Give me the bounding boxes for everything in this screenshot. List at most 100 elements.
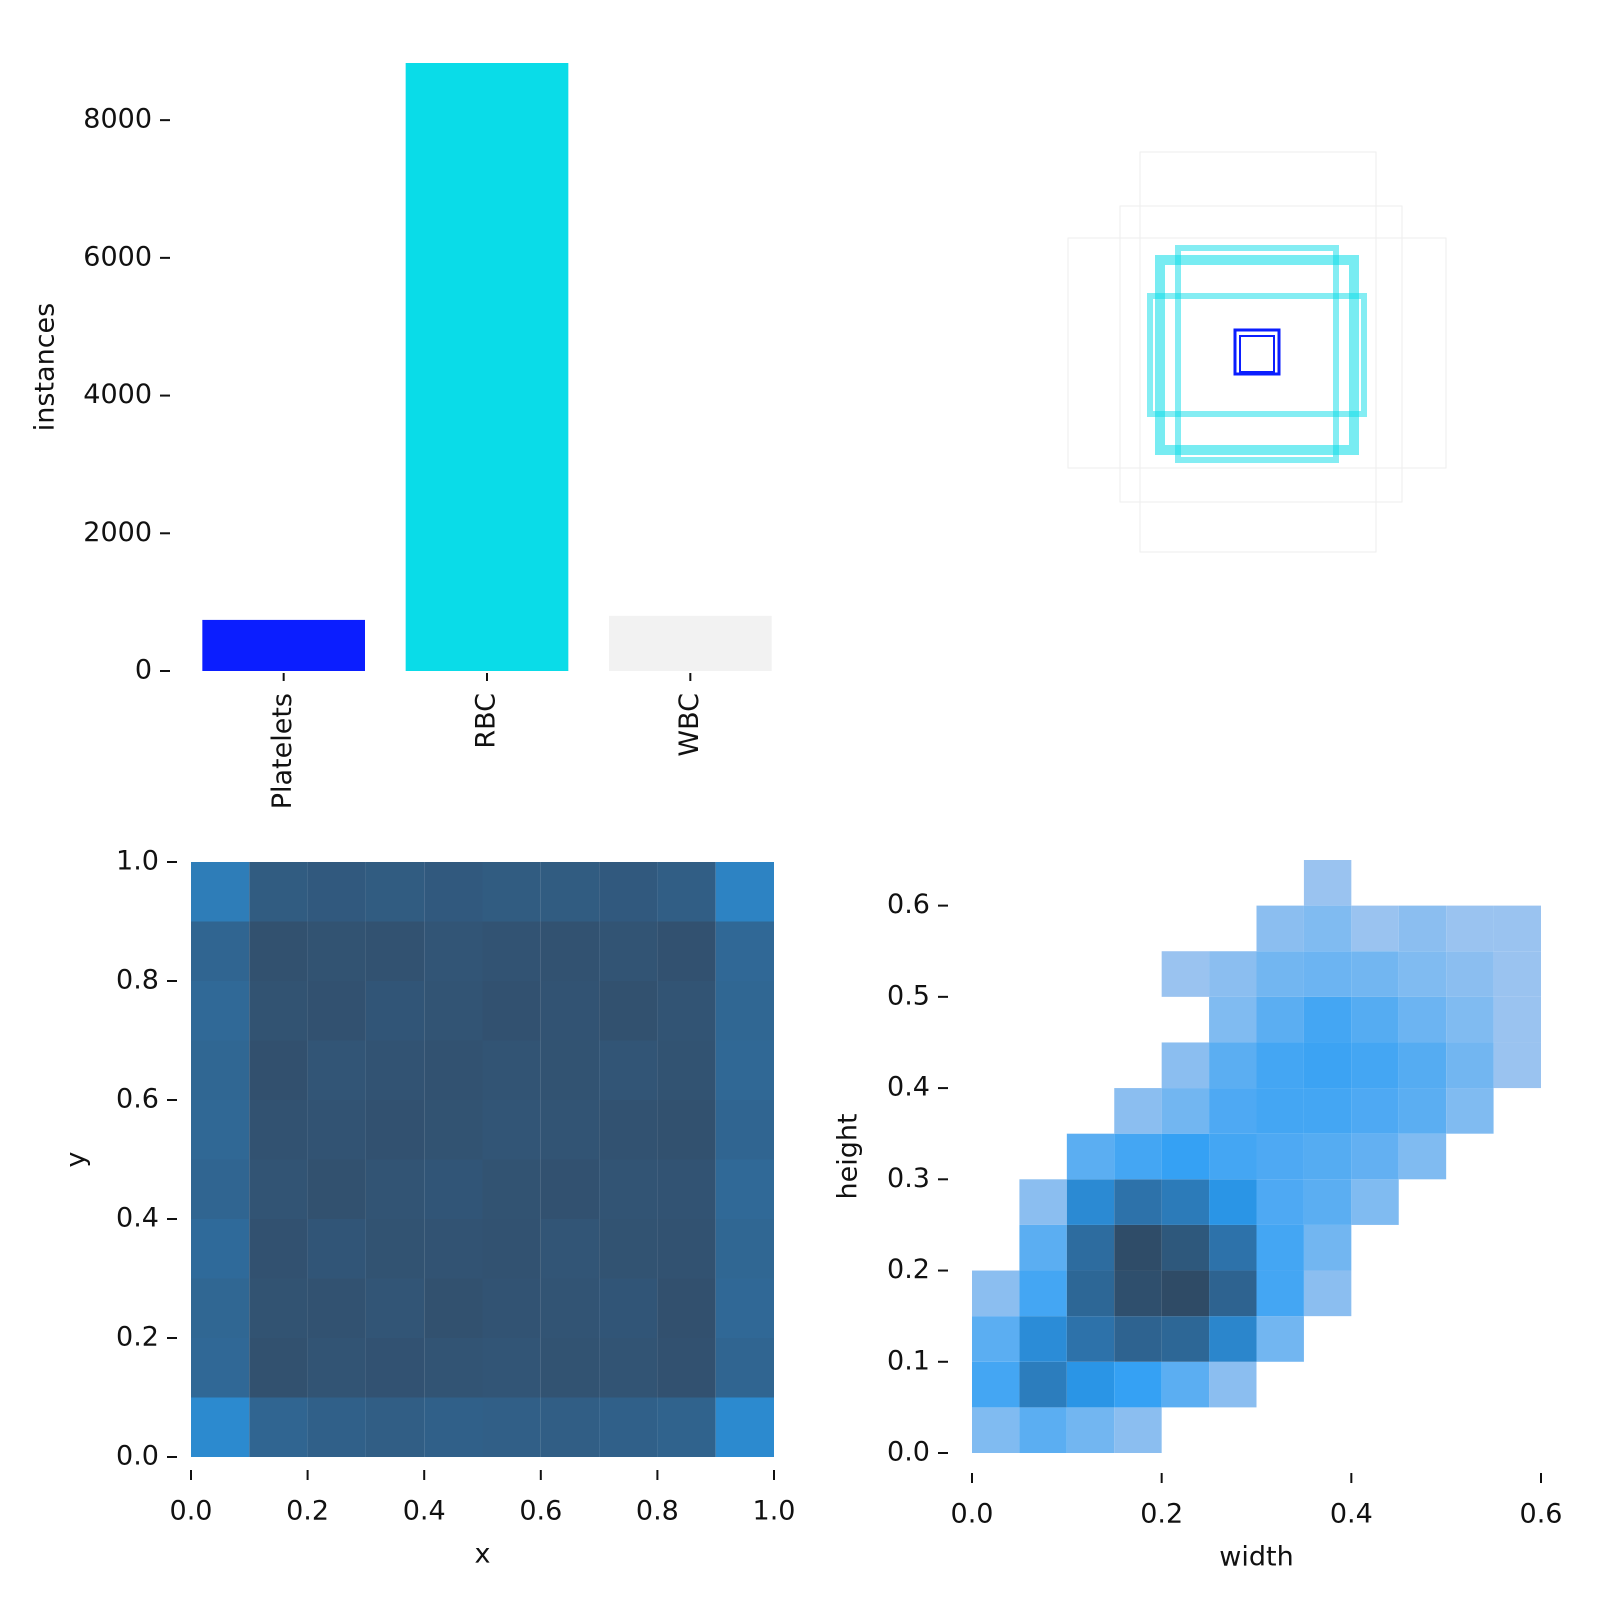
y-axis-label: instances <box>30 303 61 431</box>
heatmap-cell <box>1256 951 1304 997</box>
heatmap-cell <box>1398 996 1447 1043</box>
x-tick-label: 0.0 <box>951 1499 994 1530</box>
y-tick-label: 8000 <box>83 104 152 135</box>
heatmap-cell <box>1019 860 1066 906</box>
heatmap-cell <box>1019 1224 1067 1271</box>
heatmap-cell <box>365 1278 425 1338</box>
heatmap-cell <box>1067 1042 1114 1088</box>
heatmap-cell <box>191 862 250 922</box>
heatmap-cell <box>972 1088 1019 1134</box>
heatmap-cell <box>1399 1179 1446 1225</box>
y-tick-label: 0.2 <box>887 1254 930 1285</box>
heatmap-cell <box>1209 1042 1257 1089</box>
heatmap-cell <box>1398 951 1447 997</box>
heatmap-cell <box>1162 860 1209 906</box>
heatmap-cell <box>1257 860 1304 906</box>
heatmap-cell <box>1446 1088 1494 1134</box>
heatmap-cell <box>424 981 483 1041</box>
heatmap-cell <box>1114 1133 1162 1180</box>
heatmap-cell <box>715 1040 774 1100</box>
y-tick-label: 0.5 <box>887 980 930 1011</box>
heatmap-cell <box>1067 906 1114 952</box>
heatmap-cell <box>1256 996 1304 1043</box>
heatmap-cell <box>365 981 425 1041</box>
heatmap-cell <box>1256 1042 1304 1089</box>
heatmap-cell <box>1446 996 1494 1043</box>
heatmap-cell <box>424 1397 483 1457</box>
x-tick-label: Platelets <box>267 693 298 809</box>
heatmap-cell <box>191 1219 250 1279</box>
heatmap-cell <box>1209 1224 1257 1271</box>
heatmap-cell <box>1019 1270 1067 1317</box>
heatmap-cell <box>972 1316 1020 1362</box>
heatmap-cell <box>1114 997 1161 1043</box>
heatmap-cell <box>1446 1362 1493 1408</box>
y-axis-label: height <box>833 1113 864 1199</box>
heatmap-cell <box>191 1278 250 1338</box>
heatmap-cell <box>715 862 774 922</box>
heatmap-cell <box>1304 1362 1351 1408</box>
heatmap-cell <box>657 1159 716 1219</box>
heatmap-cell <box>1209 1316 1257 1362</box>
y-tick-label: 0.8 <box>116 965 159 996</box>
heatmap-cell <box>1303 1088 1352 1134</box>
heatmap-cell <box>1114 1088 1162 1134</box>
heatmap-cell <box>424 1100 483 1160</box>
heatmap-cell <box>715 921 774 981</box>
y-tick-label: 0.4 <box>887 1072 930 1103</box>
heatmap-cell <box>972 860 1019 906</box>
heatmap-cell <box>191 1338 250 1398</box>
heatmap-cell <box>1303 1042 1352 1089</box>
heatmap-cell <box>1493 996 1541 1043</box>
heatmap-cell <box>1446 905 1494 952</box>
heatmap-cell <box>1019 1179 1067 1225</box>
x-tick-label: WBC <box>674 693 705 757</box>
heatmap-cell <box>1256 1179 1304 1225</box>
heatmap-cell <box>1066 1179 1115 1225</box>
box-outline <box>1147 293 1367 417</box>
heatmap-cell <box>1446 1179 1493 1225</box>
heatmap-cell <box>540 1040 600 1100</box>
bar <box>405 63 569 671</box>
heatmap-cell <box>540 1278 600 1338</box>
heatmap-cell <box>972 951 1019 997</box>
heatmap-cell <box>1303 951 1352 997</box>
heatmap-cell <box>1209 1270 1257 1317</box>
heatmap-cell <box>482 1278 541 1338</box>
bar <box>609 615 772 671</box>
heatmap-cell <box>540 862 600 922</box>
heatmap-cell <box>540 1159 600 1219</box>
heatmap-cell <box>1161 1133 1210 1180</box>
heatmap-cell <box>424 1040 483 1100</box>
heatmap-cell <box>540 1338 600 1398</box>
heatmap-cell <box>365 1338 425 1398</box>
heatmap-cell <box>249 1278 308 1338</box>
bar <box>202 619 365 671</box>
heatmap-cell <box>482 1100 541 1160</box>
heatmap-cell <box>1399 1316 1446 1362</box>
heatmap-cell <box>1493 951 1541 997</box>
y-tick-label: 6000 <box>83 241 152 272</box>
y-tick-label: 2000 <box>83 517 152 548</box>
heatmap-cell <box>1114 1407 1162 1453</box>
heatmap-cell <box>1067 1088 1114 1134</box>
heatmap-cell <box>191 921 250 981</box>
heatmap-cell <box>599 1100 658 1160</box>
heatmap-cell <box>1493 1042 1541 1089</box>
heatmap-cell <box>424 1219 483 1279</box>
heatmap-cell <box>1303 860 1352 906</box>
heatmap-cell <box>307 1040 366 1100</box>
heatmap-cell <box>540 981 600 1041</box>
heatmap-cell <box>1019 906 1066 952</box>
heatmap-cell <box>657 1100 716 1160</box>
heatmap-cell <box>1303 996 1352 1043</box>
box-outline <box>1119 205 1403 503</box>
heatmap-cell <box>1351 1179 1399 1225</box>
heatmap-cell <box>307 1100 366 1160</box>
heatmap-cell <box>365 1040 425 1100</box>
heatmap-cell <box>1494 1407 1541 1453</box>
heatmap-cell <box>540 1219 600 1279</box>
heatmap-cell <box>1351 1271 1398 1317</box>
heatmap-cell <box>482 921 541 981</box>
